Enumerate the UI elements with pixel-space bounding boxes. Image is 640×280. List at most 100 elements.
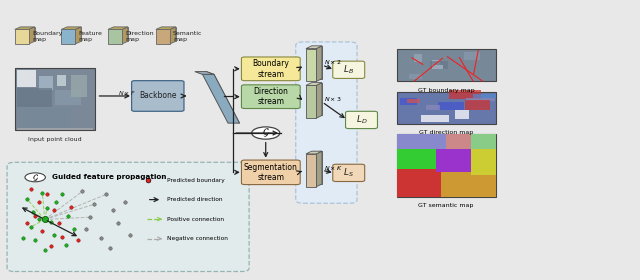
Bar bbox=[436, 150, 471, 172]
Polygon shape bbox=[312, 151, 322, 184]
Polygon shape bbox=[195, 72, 214, 74]
Bar bbox=[471, 134, 495, 150]
Bar bbox=[17, 88, 52, 107]
Polygon shape bbox=[312, 46, 322, 79]
Polygon shape bbox=[114, 27, 128, 41]
FancyBboxPatch shape bbox=[296, 42, 357, 203]
Text: Feature
map: Feature map bbox=[79, 31, 102, 42]
Bar bbox=[397, 134, 495, 197]
Text: Positive connection: Positive connection bbox=[167, 217, 224, 222]
Polygon shape bbox=[206, 72, 239, 123]
Bar bbox=[407, 99, 420, 103]
Polygon shape bbox=[316, 151, 322, 187]
Bar bbox=[397, 50, 495, 81]
Bar bbox=[397, 134, 446, 150]
Bar bbox=[465, 101, 490, 110]
Text: Input point cloud: Input point cloud bbox=[28, 137, 81, 142]
Text: $L_B$: $L_B$ bbox=[343, 64, 354, 76]
Circle shape bbox=[252, 127, 280, 139]
Text: Backbone: Backbone bbox=[139, 92, 177, 101]
Text: $L_D$: $L_D$ bbox=[356, 114, 367, 126]
Bar bbox=[39, 76, 53, 90]
Bar bbox=[71, 74, 87, 97]
Bar bbox=[397, 169, 441, 197]
Bar bbox=[20, 108, 71, 129]
Text: $N \times K$: $N \times K$ bbox=[324, 164, 343, 172]
Circle shape bbox=[25, 173, 45, 182]
Polygon shape bbox=[312, 83, 322, 115]
Bar bbox=[430, 61, 448, 69]
Bar bbox=[397, 150, 436, 169]
Bar bbox=[446, 134, 471, 150]
Text: Boundary
stream: Boundary stream bbox=[252, 59, 289, 78]
Polygon shape bbox=[156, 29, 170, 44]
Polygon shape bbox=[61, 29, 76, 44]
Bar bbox=[438, 102, 464, 110]
Text: GT direction map: GT direction map bbox=[419, 130, 473, 135]
Polygon shape bbox=[306, 154, 316, 187]
FancyBboxPatch shape bbox=[241, 160, 300, 185]
Text: Direction
map: Direction map bbox=[125, 31, 154, 42]
Bar bbox=[473, 94, 495, 98]
Bar bbox=[17, 128, 93, 130]
Bar bbox=[432, 65, 443, 69]
Bar bbox=[455, 110, 469, 118]
Bar bbox=[420, 115, 449, 122]
FancyBboxPatch shape bbox=[241, 57, 300, 81]
Bar bbox=[441, 172, 495, 197]
Bar bbox=[55, 90, 81, 105]
Polygon shape bbox=[108, 29, 122, 44]
Bar bbox=[449, 90, 481, 99]
Polygon shape bbox=[15, 27, 35, 29]
FancyBboxPatch shape bbox=[241, 85, 300, 109]
Text: $\mathcal{G}$: $\mathcal{G}$ bbox=[32, 172, 38, 183]
FancyBboxPatch shape bbox=[333, 61, 365, 78]
Bar bbox=[464, 52, 480, 60]
Bar bbox=[57, 74, 67, 86]
Text: GT semantic map: GT semantic map bbox=[419, 203, 474, 208]
Polygon shape bbox=[20, 27, 35, 41]
FancyBboxPatch shape bbox=[132, 81, 184, 111]
Text: Predicted direction: Predicted direction bbox=[167, 197, 223, 202]
Polygon shape bbox=[29, 27, 35, 44]
Polygon shape bbox=[170, 27, 175, 44]
Bar bbox=[17, 70, 36, 87]
Polygon shape bbox=[61, 27, 81, 29]
Text: Predicted boundary: Predicted boundary bbox=[167, 178, 225, 183]
Text: Direction
stream: Direction stream bbox=[253, 87, 288, 106]
Polygon shape bbox=[306, 49, 316, 81]
Text: GT boundary map: GT boundary map bbox=[418, 88, 474, 93]
Text: Negative connection: Negative connection bbox=[167, 236, 228, 241]
Bar bbox=[426, 105, 440, 110]
Bar bbox=[400, 98, 417, 105]
Bar bbox=[432, 60, 440, 65]
Polygon shape bbox=[76, 27, 81, 44]
FancyBboxPatch shape bbox=[346, 111, 378, 129]
Text: $N \times 3$: $N \times 3$ bbox=[324, 95, 342, 103]
Polygon shape bbox=[306, 85, 316, 118]
FancyBboxPatch shape bbox=[333, 164, 365, 181]
Text: $\mathcal{G}$: $\mathcal{G}$ bbox=[262, 127, 269, 139]
Text: Segmentation
stream: Segmentation stream bbox=[244, 163, 298, 182]
Polygon shape bbox=[122, 27, 128, 44]
Bar bbox=[397, 92, 495, 124]
Bar bbox=[414, 54, 422, 62]
Polygon shape bbox=[306, 83, 322, 85]
Polygon shape bbox=[306, 46, 322, 49]
Text: $N \times 2$: $N \times 2$ bbox=[324, 58, 342, 66]
Polygon shape bbox=[306, 151, 322, 154]
Polygon shape bbox=[15, 29, 29, 44]
Text: Boundary
map: Boundary map bbox=[32, 31, 62, 42]
FancyBboxPatch shape bbox=[7, 162, 249, 272]
Text: Semantic
map: Semantic map bbox=[173, 31, 203, 42]
Polygon shape bbox=[156, 27, 175, 29]
Polygon shape bbox=[162, 27, 175, 41]
Bar bbox=[471, 150, 495, 175]
Polygon shape bbox=[67, 27, 81, 41]
Polygon shape bbox=[202, 74, 239, 123]
Text: Guided feature propagation: Guided feature propagation bbox=[52, 174, 166, 180]
Bar bbox=[15, 67, 95, 130]
Bar bbox=[409, 74, 422, 80]
Bar bbox=[467, 98, 495, 101]
Polygon shape bbox=[316, 46, 322, 81]
